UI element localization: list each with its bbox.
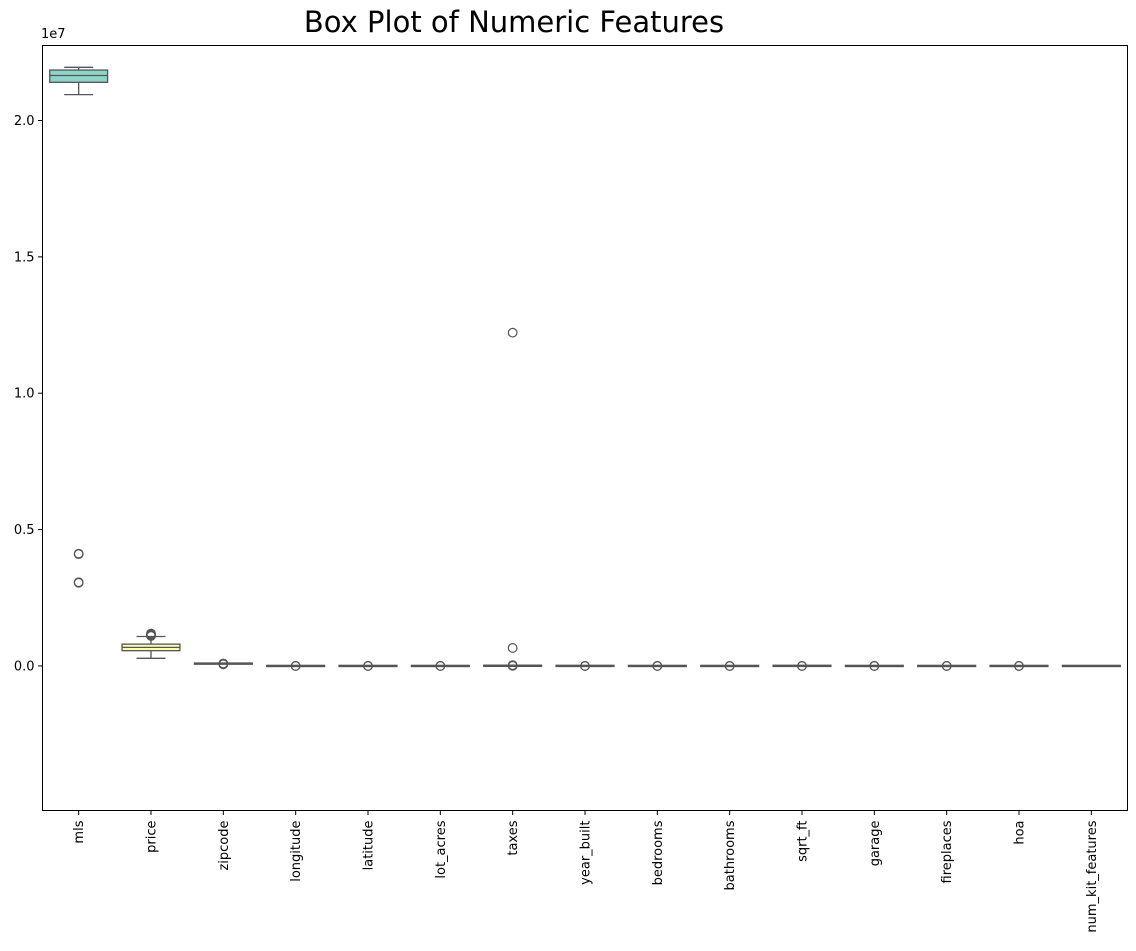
outlier-point <box>724 661 735 671</box>
box-bathrooms <box>700 661 760 671</box>
outlier-point <box>507 643 518 653</box>
outlier-point <box>797 661 807 671</box>
x-tick-label: bathrooms <box>723 820 738 890</box>
outlier-point <box>290 661 301 671</box>
outlier-point <box>73 548 84 559</box>
box-year_built <box>555 661 615 671</box>
outlier-point <box>146 628 156 639</box>
y-axis: 0.0 0.5 1.0 1.5 2.0 <box>14 114 43 674</box>
outlier-point <box>73 577 84 588</box>
y-tick-label: 1.0 <box>14 387 35 402</box>
box-body <box>49 69 109 83</box>
outlier-point <box>869 661 880 671</box>
outlier-point <box>363 661 373 671</box>
outlier-point <box>580 661 590 671</box>
y-axis-offset-label: 1e7 <box>41 27 66 42</box>
x-tick-label: sqrt_ft <box>796 821 811 862</box>
box-bedrooms <box>627 661 687 671</box>
box-mls <box>49 66 109 588</box>
box-latitude <box>338 661 398 671</box>
x-tick-label: longitude <box>289 821 304 882</box>
x-tick-label: latitude <box>362 820 377 870</box>
box-zipcode <box>193 658 253 670</box>
outlier-point <box>435 661 446 671</box>
plot-frame <box>42 45 1128 811</box>
x-tick-label: garage <box>868 821 883 867</box>
outlier-point <box>941 661 952 671</box>
outlier-point <box>652 661 663 671</box>
box-garage <box>844 661 904 671</box>
box-group <box>49 66 1121 671</box>
outlier-point <box>218 658 229 669</box>
box-price <box>121 628 181 659</box>
outlier-point <box>1014 661 1024 671</box>
box-hoa <box>989 661 1049 671</box>
x-tick-label: lot_acres <box>434 820 449 878</box>
box-longitude <box>266 661 326 671</box>
box-fireplaces <box>917 661 977 671</box>
x-tick-label: price <box>145 821 160 853</box>
y-tick-label: 0.0 <box>14 659 35 674</box>
x-tick-label: fireplaces <box>940 820 955 883</box>
y-tick-label: 2.0 <box>14 114 35 129</box>
box-sqrt_ft <box>772 661 832 671</box>
x-tick-label: year_built <box>579 821 594 885</box>
chart-title: Box Plot of Numeric Features <box>304 5 724 39</box>
outlier-point <box>507 327 518 338</box>
y-tick-label: 0.5 <box>14 523 35 538</box>
x-tick-label: taxes <box>506 820 521 855</box>
y-tick-label: 1.5 <box>14 250 35 265</box>
x-tick-label: bedrooms <box>651 820 666 885</box>
x-tick-label: zipcode <box>217 821 232 871</box>
x-tick-label: mls <box>72 820 87 843</box>
box-num_kit_features <box>1061 664 1121 668</box>
x-axis: mls price zipcode longitude latitude lot_acre… <box>72 810 1100 933</box>
box-taxes <box>483 327 543 671</box>
outlier-point <box>507 660 518 671</box>
x-tick-label: num_kit_features <box>1085 820 1100 932</box>
x-tick-label: hoa <box>1013 821 1028 845</box>
box-lot_acres <box>410 661 470 671</box>
